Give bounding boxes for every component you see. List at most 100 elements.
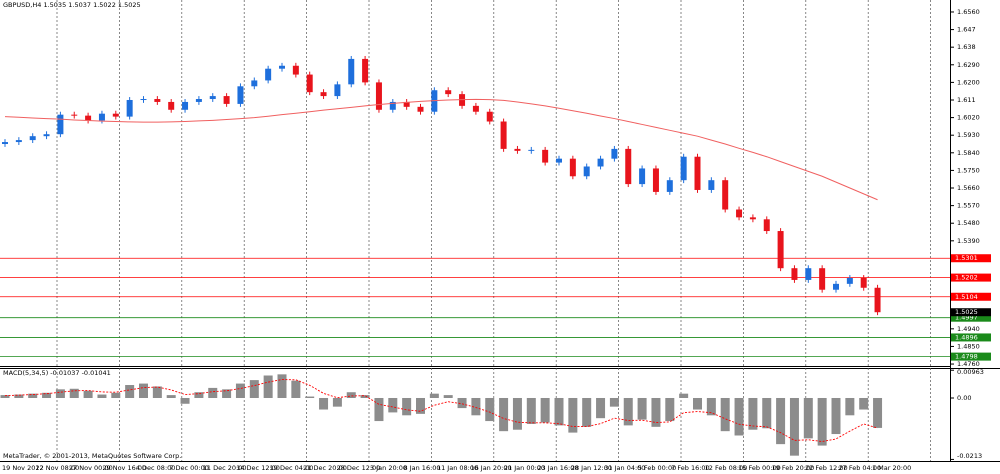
- level-label-box: [951, 292, 991, 301]
- candle-body: [819, 268, 826, 290]
- candle-body: [833, 283, 839, 290]
- level-label-box: [951, 254, 991, 263]
- histogram-bar: [526, 397, 536, 424]
- candle-body: [154, 99, 161, 102]
- y-tick-label: 1.4850: [957, 342, 980, 350]
- histogram-bar: [623, 397, 633, 426]
- histogram-bar: [83, 390, 93, 398]
- candle-body: [708, 180, 715, 190]
- axis: 1.6560 1.647 1.638 1.6290 1.6200 1.611 1.6020 1…: [2, 8, 991, 472]
- candle-body: [265, 68, 272, 81]
- candle-body: [791, 268, 798, 280]
- histogram-bar: [609, 397, 619, 407]
- histogram-bar: [332, 397, 342, 407]
- candle-body: [85, 115, 92, 121]
- histogram-bar: [111, 392, 121, 398]
- histogram-bar: [235, 383, 245, 398]
- level-label: 1.5301: [955, 254, 978, 262]
- x-tick-label: 11 Jan 08:00: [437, 464, 478, 472]
- histogram-bar: [0, 395, 10, 398]
- x-tick-label: 19 Dec 04:00: [270, 464, 314, 472]
- candle-body: [680, 156, 687, 181]
- histogram-bar: [388, 397, 398, 413]
- level-label: 1.4798: [955, 353, 978, 361]
- histogram-bar: [429, 393, 439, 398]
- x-tick-label: 15 Feb 00:00: [738, 464, 781, 472]
- footer: MetaTrader, © 2001-2013, MetaQuotes Soft…: [3, 452, 181, 460]
- candle-body: [57, 114, 64, 135]
- x-tick-label: 29 Nov 16:00: [102, 464, 146, 472]
- y-tick-label: 0.00963: [957, 368, 984, 376]
- candle-body: [306, 74, 313, 93]
- histogram-bar: [845, 397, 855, 416]
- candle-body: [666, 180, 673, 192]
- y-tick-label: 1.6290: [957, 61, 980, 69]
- histogram-bar: [152, 386, 162, 398]
- histogram-bar: [360, 395, 370, 398]
- histogram-bar: [706, 397, 716, 416]
- candle-body: [403, 101, 410, 107]
- candle-body: [514, 148, 521, 151]
- candle-body: [846, 277, 853, 284]
- candle-body: [749, 217, 756, 220]
- histogram-bar: [180, 397, 190, 404]
- candle-body: [389, 101, 396, 110]
- histogram-bar: [55, 389, 65, 398]
- level-label-box: [951, 313, 991, 322]
- candle-body: [542, 149, 549, 163]
- y-tick-label: 1.5480: [957, 219, 980, 227]
- candle-body: [777, 231, 784, 269]
- x-tick-label: 19 Nov 2012: [2, 464, 44, 472]
- y-tick-label: 1.638: [957, 43, 976, 51]
- x-tick-label: 27 Nov 00:00: [69, 464, 113, 472]
- histogram-bar: [291, 380, 301, 398]
- candle-body: [98, 113, 105, 121]
- histogram-bar: [402, 397, 412, 416]
- candle-body: [29, 136, 36, 141]
- y-tick-label: 1.4760: [957, 360, 980, 368]
- candle-body: [652, 168, 659, 192]
- level-label-box: [951, 333, 991, 342]
- candle-body: [126, 99, 133, 117]
- histogram-bar: [540, 397, 550, 423]
- candle-body: [597, 158, 604, 167]
- candle-body: [112, 113, 119, 117]
- candle-body: [486, 111, 493, 122]
- candle-body: [874, 287, 881, 313]
- candle-body: [71, 114, 78, 116]
- histogram-bar: [14, 394, 24, 398]
- y-tick-label: 1.611: [957, 96, 976, 104]
- x-tick-label: 23 Jan 16:00: [537, 464, 578, 472]
- candle-body: [805, 268, 812, 280]
- candle-body: [195, 99, 202, 102]
- histogram-bar: [762, 397, 772, 429]
- level-label: 1.5104: [955, 293, 978, 301]
- histogram-bar: [42, 392, 52, 398]
- histogram-bar: [457, 397, 467, 409]
- candle-body: [140, 99, 147, 101]
- candle-body: [182, 101, 189, 110]
- x-tick-label: 21 Dec 20:00: [303, 464, 347, 472]
- candle-body: [362, 58, 369, 83]
- x-tick-label: 4 Dec 08:00: [136, 464, 176, 472]
- price-label-box: [951, 308, 991, 317]
- histogram-bar: [485, 397, 495, 422]
- x-tick-label: 19 Feb 20:00: [772, 464, 815, 472]
- histogram-bar: [319, 397, 329, 410]
- candle-body: [639, 168, 646, 185]
- candle-body: [763, 219, 770, 232]
- candle-body: [279, 65, 285, 69]
- candle-body: [348, 58, 355, 85]
- y-tick-label: 1.5570: [957, 202, 980, 210]
- histogram-bar: [693, 397, 702, 410]
- candle-body: [251, 80, 258, 87]
- candle-body: [625, 148, 632, 185]
- x-tick-label: 27 Feb 04:00: [839, 464, 882, 472]
- histogram-bar: [139, 383, 148, 398]
- x-tick-label: 12 Feb 08:00: [705, 464, 748, 472]
- histogram-bar: [651, 397, 661, 427]
- x-tick-label: 22 Feb 12:00: [805, 464, 848, 472]
- indicator-title: MACD(5,34,5) -0.01037 -0.01041: [3, 369, 111, 377]
- signal-line: [4, 379, 878, 442]
- histogram-bar: [222, 389, 232, 398]
